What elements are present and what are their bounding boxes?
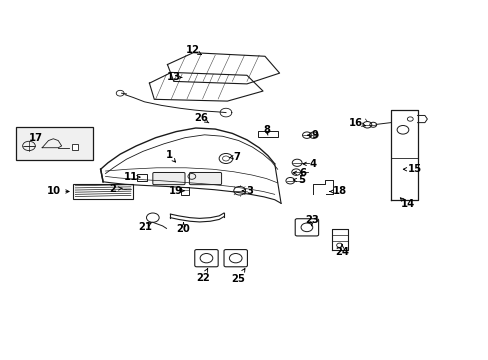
Text: 9: 9 (311, 130, 318, 140)
Text: 16: 16 (348, 118, 362, 128)
Bar (73, 184, 133, 199)
FancyBboxPatch shape (189, 172, 221, 185)
Text: 10: 10 (46, 186, 60, 197)
Text: 14: 14 (400, 199, 414, 210)
Text: 5: 5 (298, 175, 305, 185)
Text: 25: 25 (231, 274, 245, 284)
Bar (137, 174, 147, 181)
Text: 1: 1 (165, 150, 172, 160)
Text: 8: 8 (263, 125, 269, 135)
Bar (181, 187, 188, 195)
Text: 11: 11 (124, 172, 138, 182)
FancyBboxPatch shape (224, 249, 247, 267)
Text: 21: 21 (138, 222, 152, 231)
Text: 17: 17 (29, 133, 43, 143)
Text: 22: 22 (196, 273, 209, 283)
Text: 18: 18 (332, 186, 346, 197)
Text: 12: 12 (186, 45, 200, 55)
Text: 15: 15 (407, 164, 421, 174)
Text: 13: 13 (166, 72, 181, 82)
Text: 3: 3 (245, 186, 252, 196)
FancyBboxPatch shape (153, 172, 184, 185)
Text: 7: 7 (233, 152, 240, 162)
FancyBboxPatch shape (194, 249, 218, 267)
Bar (72, 144, 78, 150)
Text: 4: 4 (308, 159, 316, 169)
Bar (16, 127, 93, 160)
Text: 6: 6 (299, 168, 306, 178)
Text: 20: 20 (176, 225, 190, 234)
FancyBboxPatch shape (295, 219, 318, 236)
Bar (257, 131, 278, 137)
Text: 24: 24 (334, 247, 348, 257)
Text: 26: 26 (194, 113, 208, 123)
Text: 23: 23 (305, 215, 318, 225)
Text: 19: 19 (169, 186, 183, 196)
Text: 2: 2 (109, 184, 116, 194)
